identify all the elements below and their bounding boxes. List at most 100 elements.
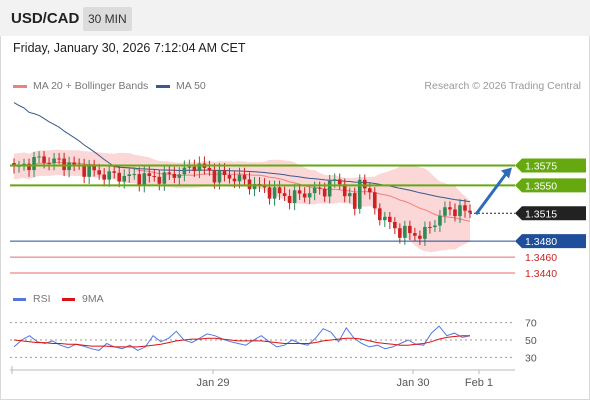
candle-body [413, 233, 417, 236]
candle-body [37, 156, 41, 158]
candle [92, 159, 96, 177]
level-1-3515: 1.3515 [470, 206, 586, 221]
x-tick-label: Jan 29 [196, 377, 229, 389]
candle-body [162, 172, 167, 184]
ma50-legend-label: MA 50 [176, 80, 206, 92]
candle [107, 164, 112, 187]
current-price-label: 1.3515 [525, 208, 557, 220]
candle [57, 152, 61, 165]
candle-body [152, 176, 157, 178]
candle-body [327, 180, 332, 197]
candle-body [468, 210, 472, 213]
candle-body [242, 174, 247, 180]
candle-body [207, 167, 212, 171]
candle [137, 167, 142, 192]
candle [438, 210, 442, 233]
candle-body [332, 179, 337, 181]
candle-body [182, 167, 187, 175]
candle [252, 177, 257, 197]
candle [52, 152, 56, 171]
candle-body [423, 226, 427, 239]
candle-body [127, 174, 132, 177]
candle [157, 169, 162, 191]
candle-body [408, 225, 412, 234]
candle-body [458, 205, 462, 217]
candle-body [453, 209, 457, 217]
candle [242, 167, 247, 186]
candle-body [438, 215, 442, 226]
candle [37, 151, 41, 163]
candle-body [57, 158, 61, 160]
rsi-legend-label: RSI [33, 293, 51, 305]
candle-body [177, 174, 182, 178]
candle-body [322, 188, 327, 197]
level-1-3440: 1.3440 [10, 268, 557, 280]
candle-body [197, 163, 202, 172]
resistance-price-label: 1.3575 [525, 160, 557, 172]
candle-body [282, 193, 287, 196]
candle-body [292, 190, 297, 203]
candle [327, 174, 332, 204]
resistance-price-label: 1.3550 [525, 180, 557, 192]
candle [443, 201, 447, 223]
candle-body [362, 179, 367, 189]
candle-body [192, 166, 197, 172]
rsi-tick-label: 50 [525, 335, 537, 347]
x-tick-label: Jan 30 [396, 377, 429, 389]
candle-body [337, 179, 342, 185]
candle-body [378, 208, 382, 221]
candle [192, 159, 197, 177]
candle [177, 167, 182, 185]
candle [418, 230, 422, 245]
rsi-line [13, 325, 471, 351]
candle-body [302, 193, 307, 198]
candle [383, 211, 387, 227]
candle-body [112, 171, 117, 173]
candle [342, 178, 347, 203]
candle-body [398, 228, 402, 238]
candle [398, 223, 402, 244]
level-1-3460: 1.3460 [10, 252, 557, 264]
candle [347, 187, 352, 204]
legend-rsi: RSI [13, 293, 51, 305]
candle [372, 187, 377, 215]
candle-body [72, 162, 76, 165]
candle-body [122, 176, 127, 182]
candle-body [428, 226, 432, 228]
level-1-3480: 1.3480 [10, 234, 586, 249]
candle [352, 187, 357, 216]
candle-body [247, 179, 252, 190]
candle-body [443, 207, 447, 216]
ma20-swatch [13, 84, 27, 88]
resistance-tag [515, 158, 586, 173]
current-price-tag [515, 206, 586, 221]
candle [317, 181, 322, 195]
candle [408, 220, 412, 240]
candle-body [272, 187, 277, 199]
symbol-label: USD/CAD [11, 10, 80, 27]
candle [117, 166, 122, 188]
candle-body [52, 158, 56, 164]
candle-body [342, 184, 347, 197]
level-1-3550: 1.3550 [10, 178, 586, 193]
support-price-label: 1.3440 [525, 268, 557, 280]
candle-body [147, 173, 152, 177]
candle-body [62, 158, 66, 171]
candle [282, 186, 287, 202]
timeframe-button[interactable]: 30 MIN [83, 7, 132, 31]
candle-body [92, 166, 96, 171]
candle-body [448, 207, 452, 210]
candle-body [267, 187, 272, 199]
candle [227, 167, 232, 184]
rsi-ma-swatch [62, 297, 75, 301]
candle [357, 174, 362, 214]
legend-ma20: MA 20 + Bollinger Bands [13, 80, 148, 92]
candle-body [117, 172, 122, 182]
candle [82, 158, 86, 184]
candle-body [227, 175, 232, 179]
candle [413, 227, 417, 242]
candle [337, 173, 342, 190]
candle [87, 159, 91, 184]
projection-arrow-head [501, 167, 512, 179]
candle [277, 180, 282, 200]
